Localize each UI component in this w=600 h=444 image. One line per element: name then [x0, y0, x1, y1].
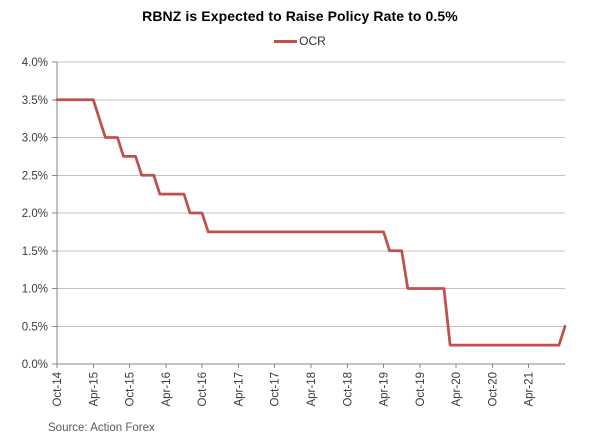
svg-text:Apr-21: Apr-21: [524, 372, 536, 407]
svg-text:Apr-17: Apr-17: [233, 372, 245, 407]
svg-text:2.5%: 2.5%: [22, 170, 48, 182]
svg-text:Oct-19: Oct-19: [415, 372, 427, 407]
svg-text:0.5%: 0.5%: [22, 321, 48, 333]
ocr-line-series: [55, 98, 567, 347]
svg-text:Oct-20: Oct-20: [487, 372, 499, 407]
svg-text:0.0%: 0.0%: [22, 359, 48, 371]
svg-text:1.0%: 1.0%: [22, 284, 48, 296]
axes: [52, 61, 530, 368]
y-axis-labels: 0.0% 0.5% 1.0% 1.5% 2.0% 2.5% 3.0% 3.5% 4.0%: [22, 57, 48, 371]
x-axis-labels: Oct-14 Apr-15 Oct-15 Apr-16 Oct-16 Apr-17 Oct-…: [52, 371, 536, 406]
svg-text:Apr-19: Apr-19: [379, 372, 391, 407]
legend: OCR: [0, 34, 600, 48]
svg-text:1.5%: 1.5%: [22, 246, 48, 258]
svg-text:Apr-16: Apr-16: [161, 372, 173, 407]
svg-text:Apr-20: Apr-20: [451, 372, 463, 407]
svg-text:Oct-15: Oct-15: [125, 372, 137, 407]
svg-text:Apr-18: Apr-18: [306, 372, 318, 407]
svg-text:Oct-14: Oct-14: [52, 371, 64, 406]
svg-text:3.0%: 3.0%: [22, 133, 48, 145]
svg-text:4.0%: 4.0%: [22, 57, 48, 69]
legend-line-swatch: [274, 39, 298, 43]
svg-text:Oct-16: Oct-16: [197, 372, 209, 407]
svg-text:Oct-17: Oct-17: [270, 372, 282, 407]
svg-text:3.5%: 3.5%: [22, 95, 48, 107]
svg-text:2.0%: 2.0%: [22, 208, 48, 220]
chart-title: RBNZ is Expected to Raise Policy Rate to…: [142, 8, 458, 24]
source-note: Source: Action Forex: [48, 422, 155, 434]
legend-label: OCR: [299, 34, 326, 48]
svg-text:Oct-18: Oct-18: [342, 372, 354, 407]
gridlines: [57, 61, 565, 365]
svg-text:Apr-15: Apr-15: [88, 372, 100, 407]
